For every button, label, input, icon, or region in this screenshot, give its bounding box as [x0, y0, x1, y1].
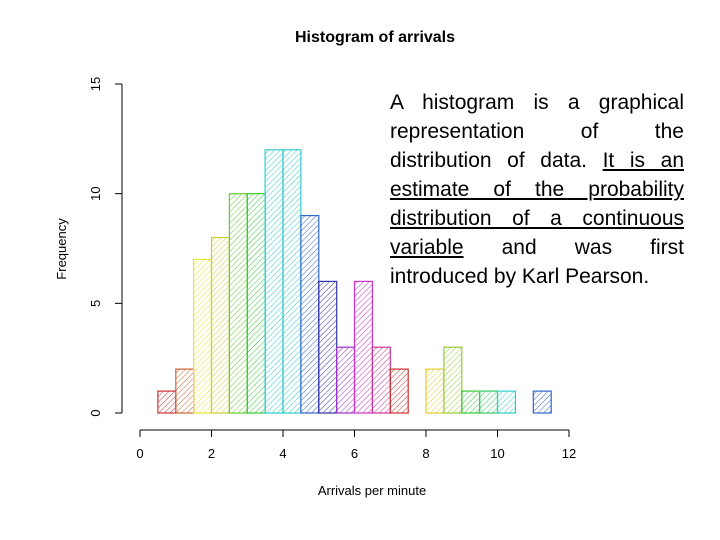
- histogram-bar: [496, 390, 516, 414]
- x-tick-label: 2: [208, 446, 215, 461]
- histogram-bar: [425, 368, 445, 414]
- y-axis: 0 5 10 15: [88, 77, 123, 417]
- histogram-bar: [157, 390, 177, 414]
- y-tick-label: 10: [88, 186, 103, 200]
- histogram-bar: [389, 368, 409, 414]
- x-tick-label: 8: [422, 446, 429, 461]
- histogram-bar: [318, 280, 338, 414]
- histogram-bar: [175, 368, 195, 414]
- histogram-bar: [193, 258, 213, 414]
- histogram-bar: [300, 215, 320, 414]
- histogram-bar: [532, 390, 552, 414]
- x-tick-label: 12: [562, 446, 576, 461]
- x-tick-label: 0: [136, 446, 143, 461]
- histogram-bar: [443, 346, 463, 414]
- histogram-bar: [246, 193, 266, 414]
- histogram-bar: [461, 390, 481, 414]
- y-tick-label: 5: [88, 300, 103, 307]
- chart-title: Histogram of arrivals: [295, 29, 455, 46]
- x-tick-label: 4: [279, 446, 286, 461]
- x-axis-label: Arrivals per minute: [318, 483, 426, 498]
- y-tick-label: 0: [88, 409, 103, 416]
- histogram-bar: [353, 280, 373, 414]
- histogram-bar: [210, 236, 230, 414]
- histogram-description: A histogram is a graphical representatio…: [390, 88, 684, 291]
- caption-underlined: It is an estimate of the probability dis…: [390, 149, 684, 259]
- histogram-bar: [371, 346, 391, 414]
- y-axis-label: Frequency: [54, 218, 69, 280]
- x-axis: 0 2 4 6 8 10 12: [136, 429, 576, 461]
- histogram-bar: [479, 390, 499, 414]
- histogram-bar: [228, 193, 248, 414]
- histogram-bar: [282, 149, 302, 414]
- bars-group: [157, 149, 552, 414]
- x-tick-label: 10: [490, 446, 504, 461]
- caption-intro: A histogram is a graphical representatio…: [390, 91, 684, 172]
- y-tick-label: 15: [88, 77, 103, 91]
- caption-outro: and was first introduced by Karl Pearson…: [390, 236, 684, 288]
- x-tick-label: 6: [351, 446, 358, 461]
- histogram-bar: [264, 149, 284, 414]
- histogram-bar: [336, 346, 356, 414]
